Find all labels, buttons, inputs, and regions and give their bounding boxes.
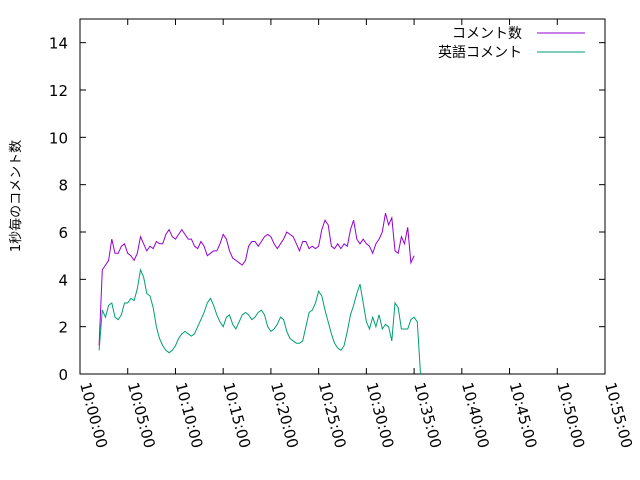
x-tick-label: 10:50:00 xyxy=(553,380,588,450)
x-tick-label: 10:15:00 xyxy=(219,380,254,450)
y-tick-label: 12 xyxy=(49,82,68,100)
y-tick-label: 8 xyxy=(58,177,68,195)
series-line-0 xyxy=(98,212,415,346)
y-tick-label: 2 xyxy=(58,319,68,337)
x-tick-label: 10:45:00 xyxy=(506,380,541,450)
y-axis-label: 1秒毎のコメント数 xyxy=(8,140,24,252)
legend-label-1: 英語コメント xyxy=(438,44,522,61)
x-tick-label: 10:20:00 xyxy=(267,380,302,450)
y-tick-label: 10 xyxy=(49,129,68,147)
y-tick-label: 4 xyxy=(58,271,68,289)
x-tick-label: 10:40:00 xyxy=(458,380,493,450)
x-tick-label: 10:00:00 xyxy=(76,380,111,450)
x-tick-label: 10:30:00 xyxy=(362,380,397,450)
y-tick-label: 6 xyxy=(58,224,68,242)
legend-label-0: コメント数 xyxy=(452,26,522,42)
y-tick-label: 14 xyxy=(49,35,68,53)
x-tick-label: 10:35:00 xyxy=(410,380,445,450)
series-lines xyxy=(98,212,421,375)
plot-frame xyxy=(79,18,606,375)
x-tick-label: 10:10:00 xyxy=(172,380,207,450)
series-line-1 xyxy=(98,268,421,375)
x-tick-label: 10:05:00 xyxy=(124,380,159,450)
y-tick-label: 0 xyxy=(58,366,68,384)
x-tick-label: 10:25:00 xyxy=(315,380,350,450)
x-tick-label: 10:55:00 xyxy=(601,380,636,450)
y-axis: 0 2 4 6 8 10 12 14 xyxy=(49,35,605,384)
